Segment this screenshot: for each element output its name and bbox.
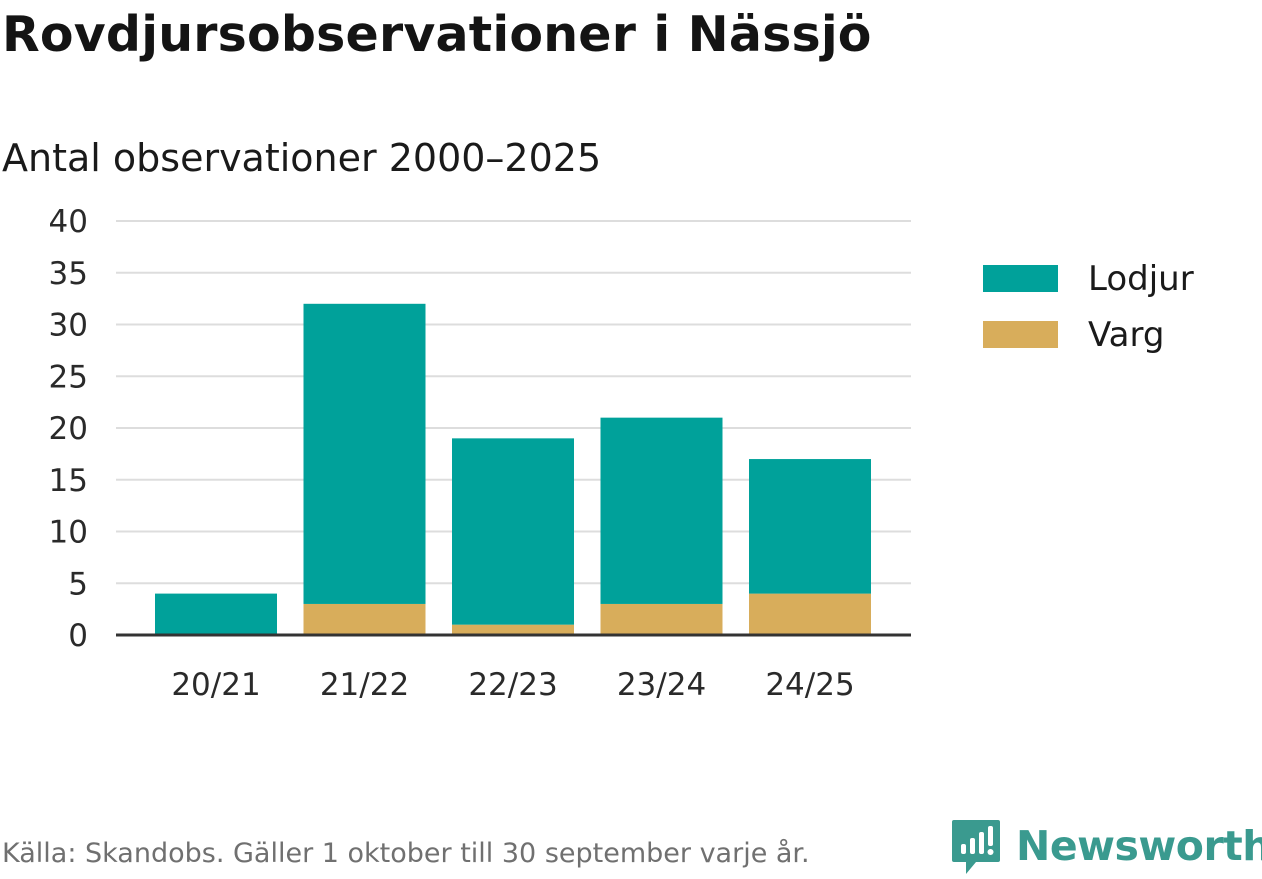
source-note: Källa: Skandobs. Gäller 1 oktober till 3…: [2, 838, 810, 869]
x-tick-label: 22/23: [468, 667, 557, 703]
y-tick-label: 35: [49, 256, 88, 292]
legend-label-varg: Varg: [1088, 315, 1164, 355]
legend-label-lodjur: Lodjur: [1088, 259, 1194, 299]
bar-lodjur: [303, 303, 426, 604]
x-tick-label: 21/22: [320, 667, 409, 703]
y-tick-label: 25: [49, 359, 88, 395]
y-tick-label: 5: [68, 566, 88, 602]
bar-lodjur: [749, 459, 871, 594]
x-tick-label: 24/25: [765, 667, 854, 703]
bar-varg: [303, 603, 426, 635]
newsworthy-logo: Newsworthy: [950, 816, 1262, 876]
y-tick-label: 40: [49, 204, 88, 240]
legend-swatch-lodjur: [983, 265, 1058, 292]
legend-swatch-varg: [983, 321, 1058, 348]
y-tick-label: 20: [49, 411, 88, 447]
x-tick-label: 23/24: [617, 667, 706, 703]
bar-lodjur: [155, 593, 277, 635]
chart-subtitle: Antal observationer 2000–2025: [2, 136, 602, 180]
y-tick-label: 10: [49, 515, 88, 551]
x-tick-label: 20/21: [171, 667, 260, 703]
bar-lodjur: [600, 417, 723, 604]
y-tick-label: 30: [49, 308, 88, 344]
brand-name: Newsworthy: [1016, 822, 1262, 870]
newsworthy-logo-icon: [952, 820, 1000, 874]
y-tick-label: 15: [49, 463, 88, 499]
y-tick-label: 0: [68, 618, 88, 654]
chart-title: Rovdjursobservationer i Nässjö: [2, 6, 872, 63]
bar-varg: [452, 624, 574, 635]
bar-lodjur: [452, 438, 574, 625]
bar-varg: [749, 593, 871, 635]
bar-varg: [600, 603, 723, 635]
